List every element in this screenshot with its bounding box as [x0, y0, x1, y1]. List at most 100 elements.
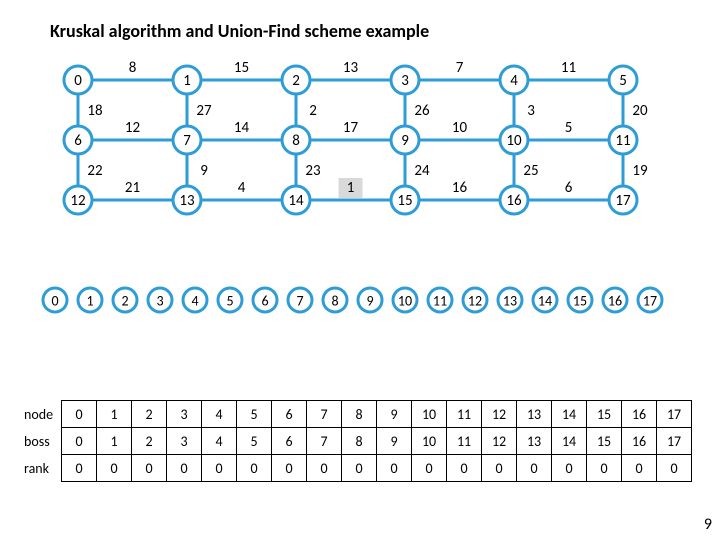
- table-cell: 6: [272, 401, 307, 428]
- edge-weight: 27: [196, 102, 212, 120]
- edge-weight: 21: [125, 179, 140, 197]
- edge-weight: 19: [632, 162, 648, 180]
- table-cell: 15: [587, 401, 622, 428]
- edge-weight: 15: [234, 59, 249, 77]
- table-cell: 0: [307, 455, 342, 482]
- edge-weight: 5: [565, 119, 573, 137]
- table-row-header: boss: [18, 428, 62, 455]
- union-find-table: node01234567891011121314151617boss012345…: [18, 400, 692, 482]
- graph-diagram: 8151371112141710521411661827226320229232…: [0, 0, 720, 340]
- edge-weight: 11: [561, 59, 576, 77]
- table-cell: 0: [552, 455, 587, 482]
- uf-node-label: 16: [608, 293, 622, 310]
- edge-weight: 3: [527, 102, 535, 120]
- table-cell: 9: [377, 401, 412, 428]
- uf-node-label: 6: [261, 293, 268, 310]
- graph-node-label: 16: [506, 192, 522, 210]
- table-cell: 0: [62, 455, 97, 482]
- table-cell: 10: [412, 428, 447, 455]
- uf-node-label: 14: [538, 293, 552, 310]
- edge-weight: 4: [238, 179, 246, 197]
- table-cell: 4: [202, 401, 237, 428]
- table-cell: 0: [587, 455, 622, 482]
- edge-weight: 7: [456, 59, 464, 77]
- uf-node-label: 15: [573, 293, 587, 310]
- table-cell: 5: [237, 428, 272, 455]
- table-cell: 0: [517, 455, 552, 482]
- table-cell: 5: [237, 401, 272, 428]
- table-cell: 17: [657, 428, 692, 455]
- table-cell: 0: [62, 401, 97, 428]
- graph-node-label: 9: [401, 132, 409, 150]
- table-cell: 0: [377, 455, 412, 482]
- edge-weight: 12: [125, 119, 140, 137]
- graph-node-label: 4: [510, 72, 518, 90]
- uf-node-label: 2: [121, 293, 128, 310]
- graph-node-label: 5: [619, 72, 627, 90]
- edge-weight: 22: [87, 162, 102, 180]
- table-row: rank000000000000000000: [18, 455, 692, 482]
- table-cell: 0: [657, 455, 692, 482]
- table-cell: 14: [552, 428, 587, 455]
- edge-weight: 9: [200, 162, 208, 180]
- table-cell: 0: [482, 455, 517, 482]
- table-row-header: rank: [18, 455, 62, 482]
- table-cell: 0: [272, 455, 307, 482]
- table-cell: 4: [202, 428, 237, 455]
- graph-node-label: 1: [183, 72, 191, 90]
- edge-weight: 16: [452, 179, 468, 197]
- table-cell: 2: [132, 401, 167, 428]
- edge-weight: 24: [414, 162, 430, 180]
- graph-node-label: 10: [506, 132, 522, 150]
- table-cell: 11: [447, 401, 482, 428]
- edge-weight: 2: [309, 102, 317, 120]
- graph-node-label: 12: [70, 192, 85, 210]
- uf-node-label: 17: [643, 293, 657, 310]
- uf-node-label: 7: [296, 293, 303, 310]
- table-cell: 12: [482, 401, 517, 428]
- table-cell: 8: [342, 401, 377, 428]
- graph-node-label: 6: [74, 132, 82, 150]
- graph-node-label: 13: [179, 192, 195, 210]
- edge-weight: 26: [414, 102, 430, 120]
- uf-node-label: 9: [366, 293, 373, 310]
- graph-node-label: 17: [615, 192, 631, 210]
- table-row: node01234567891011121314151617: [18, 401, 692, 428]
- graph-node-label: 8: [292, 132, 300, 150]
- edge-weight: 8: [129, 59, 137, 77]
- graph-node-label: 0: [74, 72, 82, 90]
- edge-weight: 20: [632, 102, 648, 120]
- table-cell: 7: [307, 401, 342, 428]
- edge-weight: 14: [234, 119, 250, 137]
- table-cell: 1: [97, 401, 132, 428]
- uf-node-label: 1: [86, 293, 93, 310]
- graph-node-label: 3: [401, 72, 409, 90]
- page-number: 9: [704, 515, 712, 534]
- edge-weight: 1: [347, 179, 355, 197]
- table-cell: 3: [167, 401, 202, 428]
- uf-node-label: 3: [156, 293, 163, 310]
- graph-node-label: 2: [292, 72, 300, 90]
- table-cell: 14: [552, 401, 587, 428]
- table-cell: 0: [412, 455, 447, 482]
- table-cell: 11: [447, 428, 482, 455]
- table-cell: 0: [622, 455, 657, 482]
- table-cell: 13: [517, 428, 552, 455]
- edge-weight: 6: [565, 179, 573, 197]
- table-cell: 0: [237, 455, 272, 482]
- uf-node-label: 0: [51, 293, 58, 310]
- uf-node-label: 11: [433, 293, 447, 310]
- uf-node-label: 10: [398, 293, 412, 310]
- edge-weight: 10: [452, 119, 468, 137]
- table-cell: 0: [132, 455, 167, 482]
- table-cell: 0: [97, 455, 132, 482]
- table-cell: 0: [342, 455, 377, 482]
- graph-node-label: 7: [183, 132, 191, 150]
- table-cell: 8: [342, 428, 377, 455]
- edge-weight: 23: [305, 162, 321, 180]
- table-row-header: node: [18, 401, 62, 428]
- table-cell: 3: [167, 428, 202, 455]
- graph-node-label: 15: [397, 192, 412, 210]
- table-cell: 15: [587, 428, 622, 455]
- uf-node-label: 13: [503, 293, 517, 310]
